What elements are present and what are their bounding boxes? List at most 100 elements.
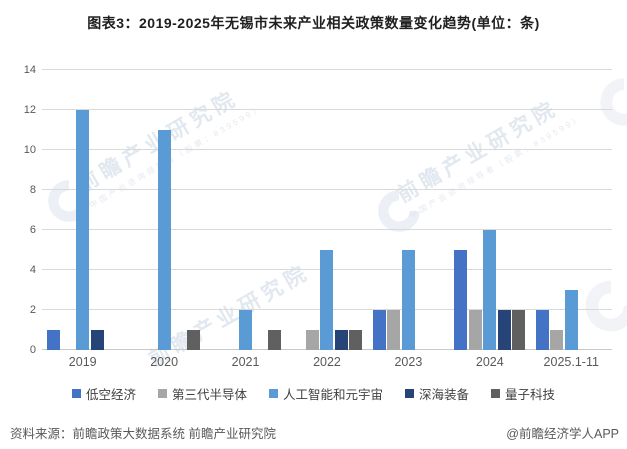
plot-area (42, 69, 612, 350)
bar-group-2021 (205, 70, 286, 350)
y-tick-label: 12 (23, 104, 36, 116)
source-note: 资料来源：前瞻政策大数据系统 前瞻产业研究院 (10, 427, 276, 441)
bar-slot (76, 70, 90, 350)
legend-label: 低空经济 (85, 388, 136, 402)
bar-slot (512, 70, 526, 350)
bar-slot (579, 70, 592, 350)
bar-人工智能和元宇宙-2021 (239, 310, 253, 350)
bar-slot (497, 70, 511, 350)
bar-group-2025.1-11 (531, 70, 612, 350)
y-tick-label: 14 (23, 64, 36, 76)
gridline (42, 229, 612, 230)
gridline (42, 149, 612, 150)
bar-group-2022 (286, 70, 367, 350)
bar-slot (47, 70, 61, 350)
bar-groups (42, 70, 612, 350)
bar-group-2024 (449, 70, 530, 350)
y-tick-label: 2 (29, 304, 36, 316)
bar-slot (483, 70, 497, 350)
bar-量子科技-2022 (349, 330, 363, 350)
bar-slot (186, 70, 200, 350)
legend-item-低空经济: 低空经济 (71, 384, 136, 403)
bar-人工智能和元宇宙-2024 (483, 230, 497, 350)
bar-slot (564, 70, 578, 350)
legend-item-深海装备: 深海装备 (405, 384, 469, 403)
bar-低空经济-2019 (47, 330, 61, 350)
bar-slot (254, 70, 267, 350)
legend-label: 量子科技 (505, 388, 556, 402)
x-tick-label: 2022 (313, 355, 341, 369)
bar-slot (431, 70, 444, 350)
bar-slot (401, 70, 415, 350)
bar-group-2020 (123, 70, 204, 350)
bar-slot (157, 70, 171, 350)
bar-人工智能和元宇宙-2020 (157, 130, 171, 350)
bar-slot (90, 70, 104, 350)
bar-slot (129, 70, 142, 350)
legend-label: 第三代半导体 (171, 388, 247, 402)
x-tick-label: 2024 (475, 355, 504, 369)
legend: 低空经济 第三代半导体 人工智能和元宇宙 深海装备 量子科技 (0, 384, 627, 403)
bar-第三代半导体-2025.1-11 (550, 330, 564, 350)
bar-第三代半导体-2024 (468, 310, 482, 350)
legend-swatch-icon (157, 389, 167, 398)
bar-slot (305, 70, 319, 350)
bar-第三代半导体-2023 (387, 310, 401, 350)
bar-slot (594, 70, 607, 350)
bar-slot (334, 70, 348, 350)
y-tick-label: 6 (29, 224, 36, 236)
credit-note: @前瞻经济学人APP (506, 427, 619, 441)
legend-swatch-icon (268, 389, 278, 398)
legend-label: 人工智能和元宇宙 (282, 388, 383, 402)
bar-低空经济-2023 (372, 310, 386, 350)
legend-item-人工智能和元宇宙: 人工智能和元宇宙 (268, 384, 383, 403)
bar-slot (416, 70, 429, 350)
chart-title: 图表3：2019-2025年无锡市未来产业相关政策数量变化趋势(单位：条) (87, 15, 540, 31)
bar-slot (468, 70, 482, 350)
bar-slot (62, 70, 75, 350)
bar-slot (225, 70, 238, 350)
bar-slot (349, 70, 363, 350)
bar-深海装备-2022 (334, 330, 348, 350)
bar-slot (172, 70, 185, 350)
bar-深海装备-2024 (497, 310, 511, 350)
bar-低空经济-2024 (454, 250, 468, 350)
bar-group-2023 (368, 70, 449, 350)
bar-group-2019 (42, 70, 123, 350)
gridline (42, 189, 612, 190)
bar-第三代半导体-2022 (305, 330, 319, 350)
bar-深海装备-2019 (90, 330, 104, 350)
y-axis-labels: 0 2 4 6 8 10 12 14 (8, 64, 36, 356)
legend-item-第三代半导体: 第三代半导体 (157, 384, 247, 403)
x-tick-label: 2025.1-11 (543, 355, 599, 369)
bar-slot (454, 70, 468, 350)
bar-slot (268, 70, 282, 350)
bar-slot (535, 70, 549, 350)
legend-label: 深海装备 (419, 388, 470, 402)
footer: 资料来源：前瞻政策大数据系统 前瞻产业研究院 @前瞻经济学人APP (0, 421, 627, 441)
bar-人工智能和元宇宙-2025.1-11 (564, 290, 578, 350)
legend-swatch-icon (491, 389, 501, 398)
bar-人工智能和元宇宙-2019 (76, 110, 90, 350)
bar-slot (210, 70, 223, 350)
bar-人工智能和元宇宙-2023 (401, 250, 415, 350)
bar-slot (387, 70, 401, 350)
x-tick-label: 2019 (68, 355, 97, 369)
x-tick-label: 2021 (231, 355, 260, 369)
bar-人工智能和元宇宙-2022 (320, 250, 334, 350)
bar-slot (372, 70, 386, 350)
x-axis-labels: 2019 2020 2021 2022 2023 2024 2025.1-11 (42, 355, 612, 369)
gridline (42, 69, 612, 70)
gridline (42, 109, 612, 110)
bar-slot (291, 70, 304, 350)
y-tick-label: 10 (23, 144, 36, 156)
bar-slot (239, 70, 253, 350)
bar-slot (143, 70, 156, 350)
bar-量子科技-2021 (268, 330, 282, 350)
bar-slot (105, 70, 118, 350)
bar-slot (550, 70, 564, 350)
bar-量子科技-2024 (512, 310, 526, 350)
legend-swatch-icon (71, 389, 81, 398)
legend-swatch-icon (405, 389, 414, 398)
